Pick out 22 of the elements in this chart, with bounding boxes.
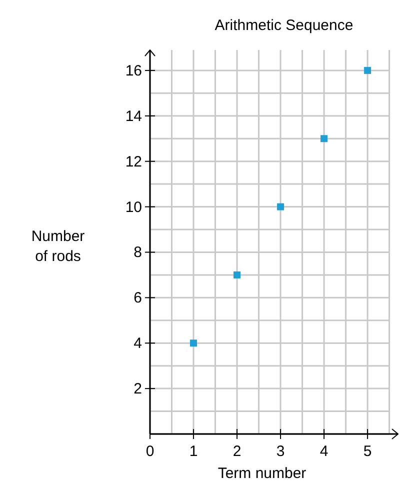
y-tick-label: 14 — [125, 108, 142, 125]
x-tick-label: 3 — [276, 443, 285, 460]
chart-title: Arithmetic Sequence — [214, 17, 354, 34]
point — [234, 271, 241, 278]
point — [190, 340, 198, 347]
x-tick-label: 1 — [189, 443, 198, 460]
y-tick-label: 16 — [125, 62, 142, 80]
x-tick-label: 2 — [232, 443, 242, 460]
y-axis-title: Number of rods — [31, 228, 85, 265]
point — [320, 135, 328, 142]
x-tick-label: 5 — [363, 443, 372, 460]
y-tick-label: 12 — [125, 153, 142, 170]
y-tick-label: 6 — [134, 290, 142, 307]
y-tick-label: 10 — [125, 198, 142, 216]
x-tick-label: 0 — [146, 443, 154, 460]
y-tick-label: 4 — [134, 335, 142, 352]
x-axis-title: Term number — [218, 465, 306, 482]
x-tick-label: 4 — [320, 443, 328, 460]
y-tick-label: 2 — [134, 380, 142, 398]
point — [277, 203, 284, 210]
y-tick-label: 8 — [134, 244, 142, 262]
point — [364, 66, 372, 74]
